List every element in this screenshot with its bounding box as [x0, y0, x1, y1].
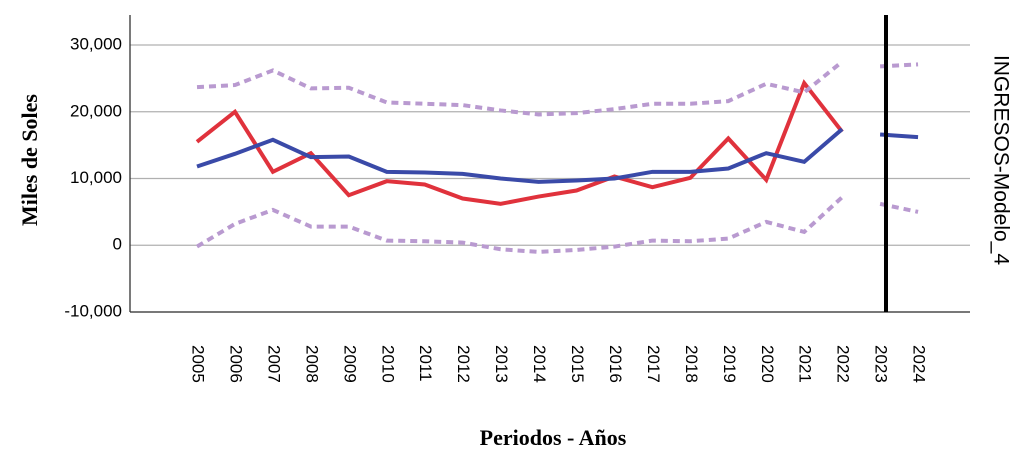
x-tick-label: 2023 [872, 345, 891, 383]
series-line [195, 195, 844, 254]
right-label: INGRESOS-Modelo_4 [989, 55, 1012, 265]
x-tick-label: 2018 [682, 345, 701, 383]
series-line [196, 60, 844, 117]
x-tick-label: 2006 [226, 345, 245, 383]
x-tick-label: 2009 [340, 345, 359, 383]
x-tick-label: 2021 [796, 345, 815, 383]
y-tick-label: 0 [113, 235, 122, 254]
x-tick-label: 2010 [378, 345, 397, 383]
x-tick-label: 2017 [644, 345, 663, 383]
series-line [195, 79, 844, 206]
x-tick-label: 2020 [758, 345, 777, 383]
x-tick-label: 2013 [492, 345, 511, 383]
x-tick-label: 2024 [910, 345, 929, 383]
x-tick-label: 2022 [834, 345, 853, 383]
y-axis-title: Miles de Soles [17, 94, 42, 226]
series-line [196, 127, 844, 184]
x-tick-label: 2011 [416, 345, 435, 382]
y-tick-label: 10,000 [70, 168, 122, 187]
x-tick-label: 2008 [302, 345, 321, 383]
y-tick-label: 30,000 [70, 35, 122, 54]
x-axis-title: Periodos - Años [480, 425, 627, 450]
x-tick-label: 2015 [568, 345, 587, 383]
x-tick-label: 2012 [454, 345, 473, 383]
x-tick-label: 2014 [530, 345, 549, 383]
y-tick-label: -10,000 [64, 301, 122, 320]
x-tick-label: 2007 [264, 345, 283, 383]
x-tick-label: 2005 [189, 345, 208, 383]
x-tick-label: 2019 [720, 345, 739, 383]
x-tick-label: 2016 [606, 345, 625, 383]
y-tick-label: 20,000 [70, 101, 122, 120]
